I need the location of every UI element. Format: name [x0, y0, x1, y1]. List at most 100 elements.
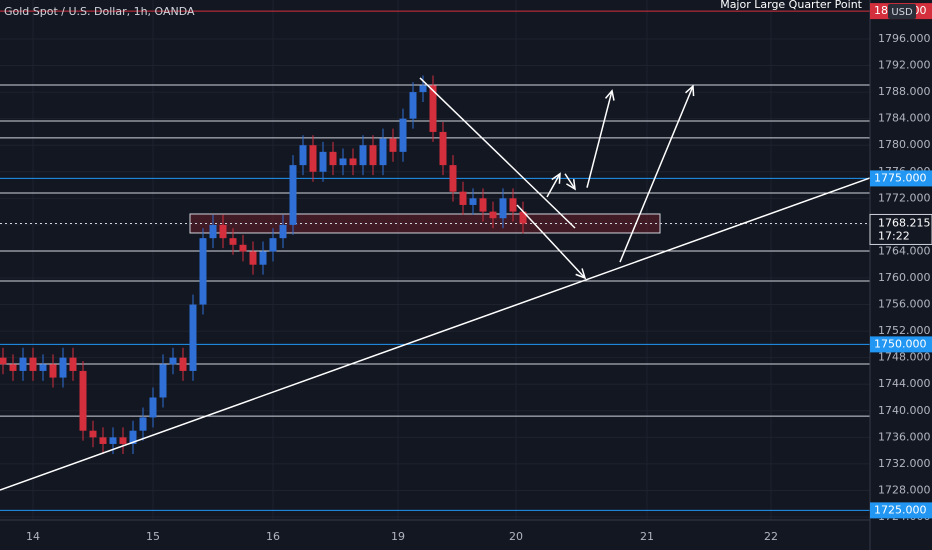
candle-body: [259, 251, 267, 265]
y-tick-label: 1744.000: [878, 377, 931, 390]
arrow-head: [566, 179, 576, 191]
x-tick-label: 15: [146, 530, 160, 543]
y-tick-label: 1760.000: [878, 271, 931, 284]
candle-body: [59, 357, 67, 378]
candle-body: [289, 165, 297, 225]
arrow: [586, 90, 613, 188]
y-tick-label: 1792.000: [878, 59, 931, 72]
candle-body: [29, 357, 37, 371]
y-tick-label: 1788.000: [878, 85, 931, 98]
candle-body: [19, 357, 27, 371]
candle-body: [0, 357, 7, 365]
x-tick-label: 16: [266, 530, 280, 543]
candle-body: [429, 85, 437, 132]
candle-body: [339, 158, 347, 166]
y-tick-label: 1764.000: [878, 244, 931, 257]
candle-body: [149, 397, 157, 418]
candle-body: [439, 131, 447, 166]
arrow: [546, 173, 561, 198]
candle-body: [69, 357, 77, 371]
arrow-head: [685, 84, 695, 97]
candle-body: [309, 145, 317, 172]
candle-body: [349, 158, 357, 166]
x-tick-label: 22: [764, 530, 778, 543]
candle-body: [389, 138, 397, 152]
annotation: Major Large Quarter Point: [720, 0, 862, 11]
price-label: 1775.000: [874, 171, 927, 184]
candle-body: [279, 224, 287, 239]
countdown-label: 17:22: [878, 229, 910, 242]
y-tick-label: 1732.000: [878, 457, 931, 470]
currency-box: [888, 4, 916, 19]
price-label: 1725.000: [874, 503, 927, 516]
candle-body: [169, 357, 177, 365]
y-tick-label: 1756.000: [878, 298, 931, 311]
candle-body: [329, 151, 337, 166]
y-tick-label: 1740.000: [878, 404, 931, 417]
chart-title: Gold Spot / U.S. Dollar, 1h, OANDA: [4, 5, 195, 18]
candle-body: [39, 364, 47, 371]
candle-body: [409, 92, 417, 119]
y-tick-label: 1752.000: [878, 324, 931, 337]
candle-body: [269, 238, 277, 252]
y-tick-label: 1748.000: [878, 351, 931, 364]
candle-body: [459, 191, 467, 205]
price-label-box: [870, 170, 932, 187]
candle-body: [49, 364, 57, 378]
candle-body: [509, 198, 517, 212]
candle-body: [139, 417, 147, 431]
y-tick-label: 1736.000: [878, 430, 931, 443]
price-label-box: [870, 502, 932, 519]
candle-body: [129, 430, 137, 444]
y-tick-label: 1728.000: [878, 483, 931, 496]
x-tick-label: 14: [26, 530, 40, 543]
candle-body: [479, 198, 487, 212]
arrow: [419, 77, 576, 229]
currency-label: USD: [891, 7, 913, 18]
candle-body: [359, 145, 367, 166]
candle-body: [109, 437, 117, 444]
candle-body: [299, 145, 307, 166]
arrow-head: [575, 268, 587, 280]
y-tick-label: 1772.000: [878, 191, 931, 204]
price-label: 1750.000: [874, 337, 927, 350]
arrow: [516, 204, 586, 279]
candle-body: [249, 251, 257, 265]
candle-body: [119, 437, 127, 444]
candle-body: [189, 304, 197, 371]
x-tick-label: 21: [640, 530, 654, 543]
candle-body: [369, 145, 377, 166]
candle-body: [209, 224, 217, 239]
x-tick-label: 20: [509, 530, 523, 543]
candle-body: [469, 198, 477, 205]
trendline: [0, 177, 871, 491]
y-tick-label: 1784.000: [878, 112, 931, 125]
arrow-head: [551, 172, 561, 184]
x-tick-label: 19: [391, 530, 405, 543]
candle-body: [219, 224, 227, 239]
candle-body: [9, 364, 17, 371]
candle-body: [379, 138, 387, 166]
arrow-head: [604, 89, 615, 101]
candle-body: [89, 430, 97, 438]
price-label-box: [870, 336, 932, 353]
candle-body: [99, 437, 107, 444]
arrow: [619, 85, 694, 263]
candle-body: [399, 118, 407, 152]
arrow: [564, 173, 576, 190]
candle-body: [499, 198, 507, 219]
current-price-box: [869, 213, 932, 245]
candle-body: [239, 244, 247, 252]
candle-body: [419, 85, 427, 93]
y-tick-label: 1780.000: [878, 138, 931, 151]
candle-body: [229, 238, 237, 245]
candle-body: [519, 211, 527, 224]
y-tick-label: 1796.000: [878, 32, 931, 45]
candle-body: [79, 370, 87, 431]
candle-body: [159, 364, 167, 398]
candle-body: [179, 357, 187, 371]
candle-body: [489, 211, 497, 219]
candle-body: [319, 151, 327, 172]
